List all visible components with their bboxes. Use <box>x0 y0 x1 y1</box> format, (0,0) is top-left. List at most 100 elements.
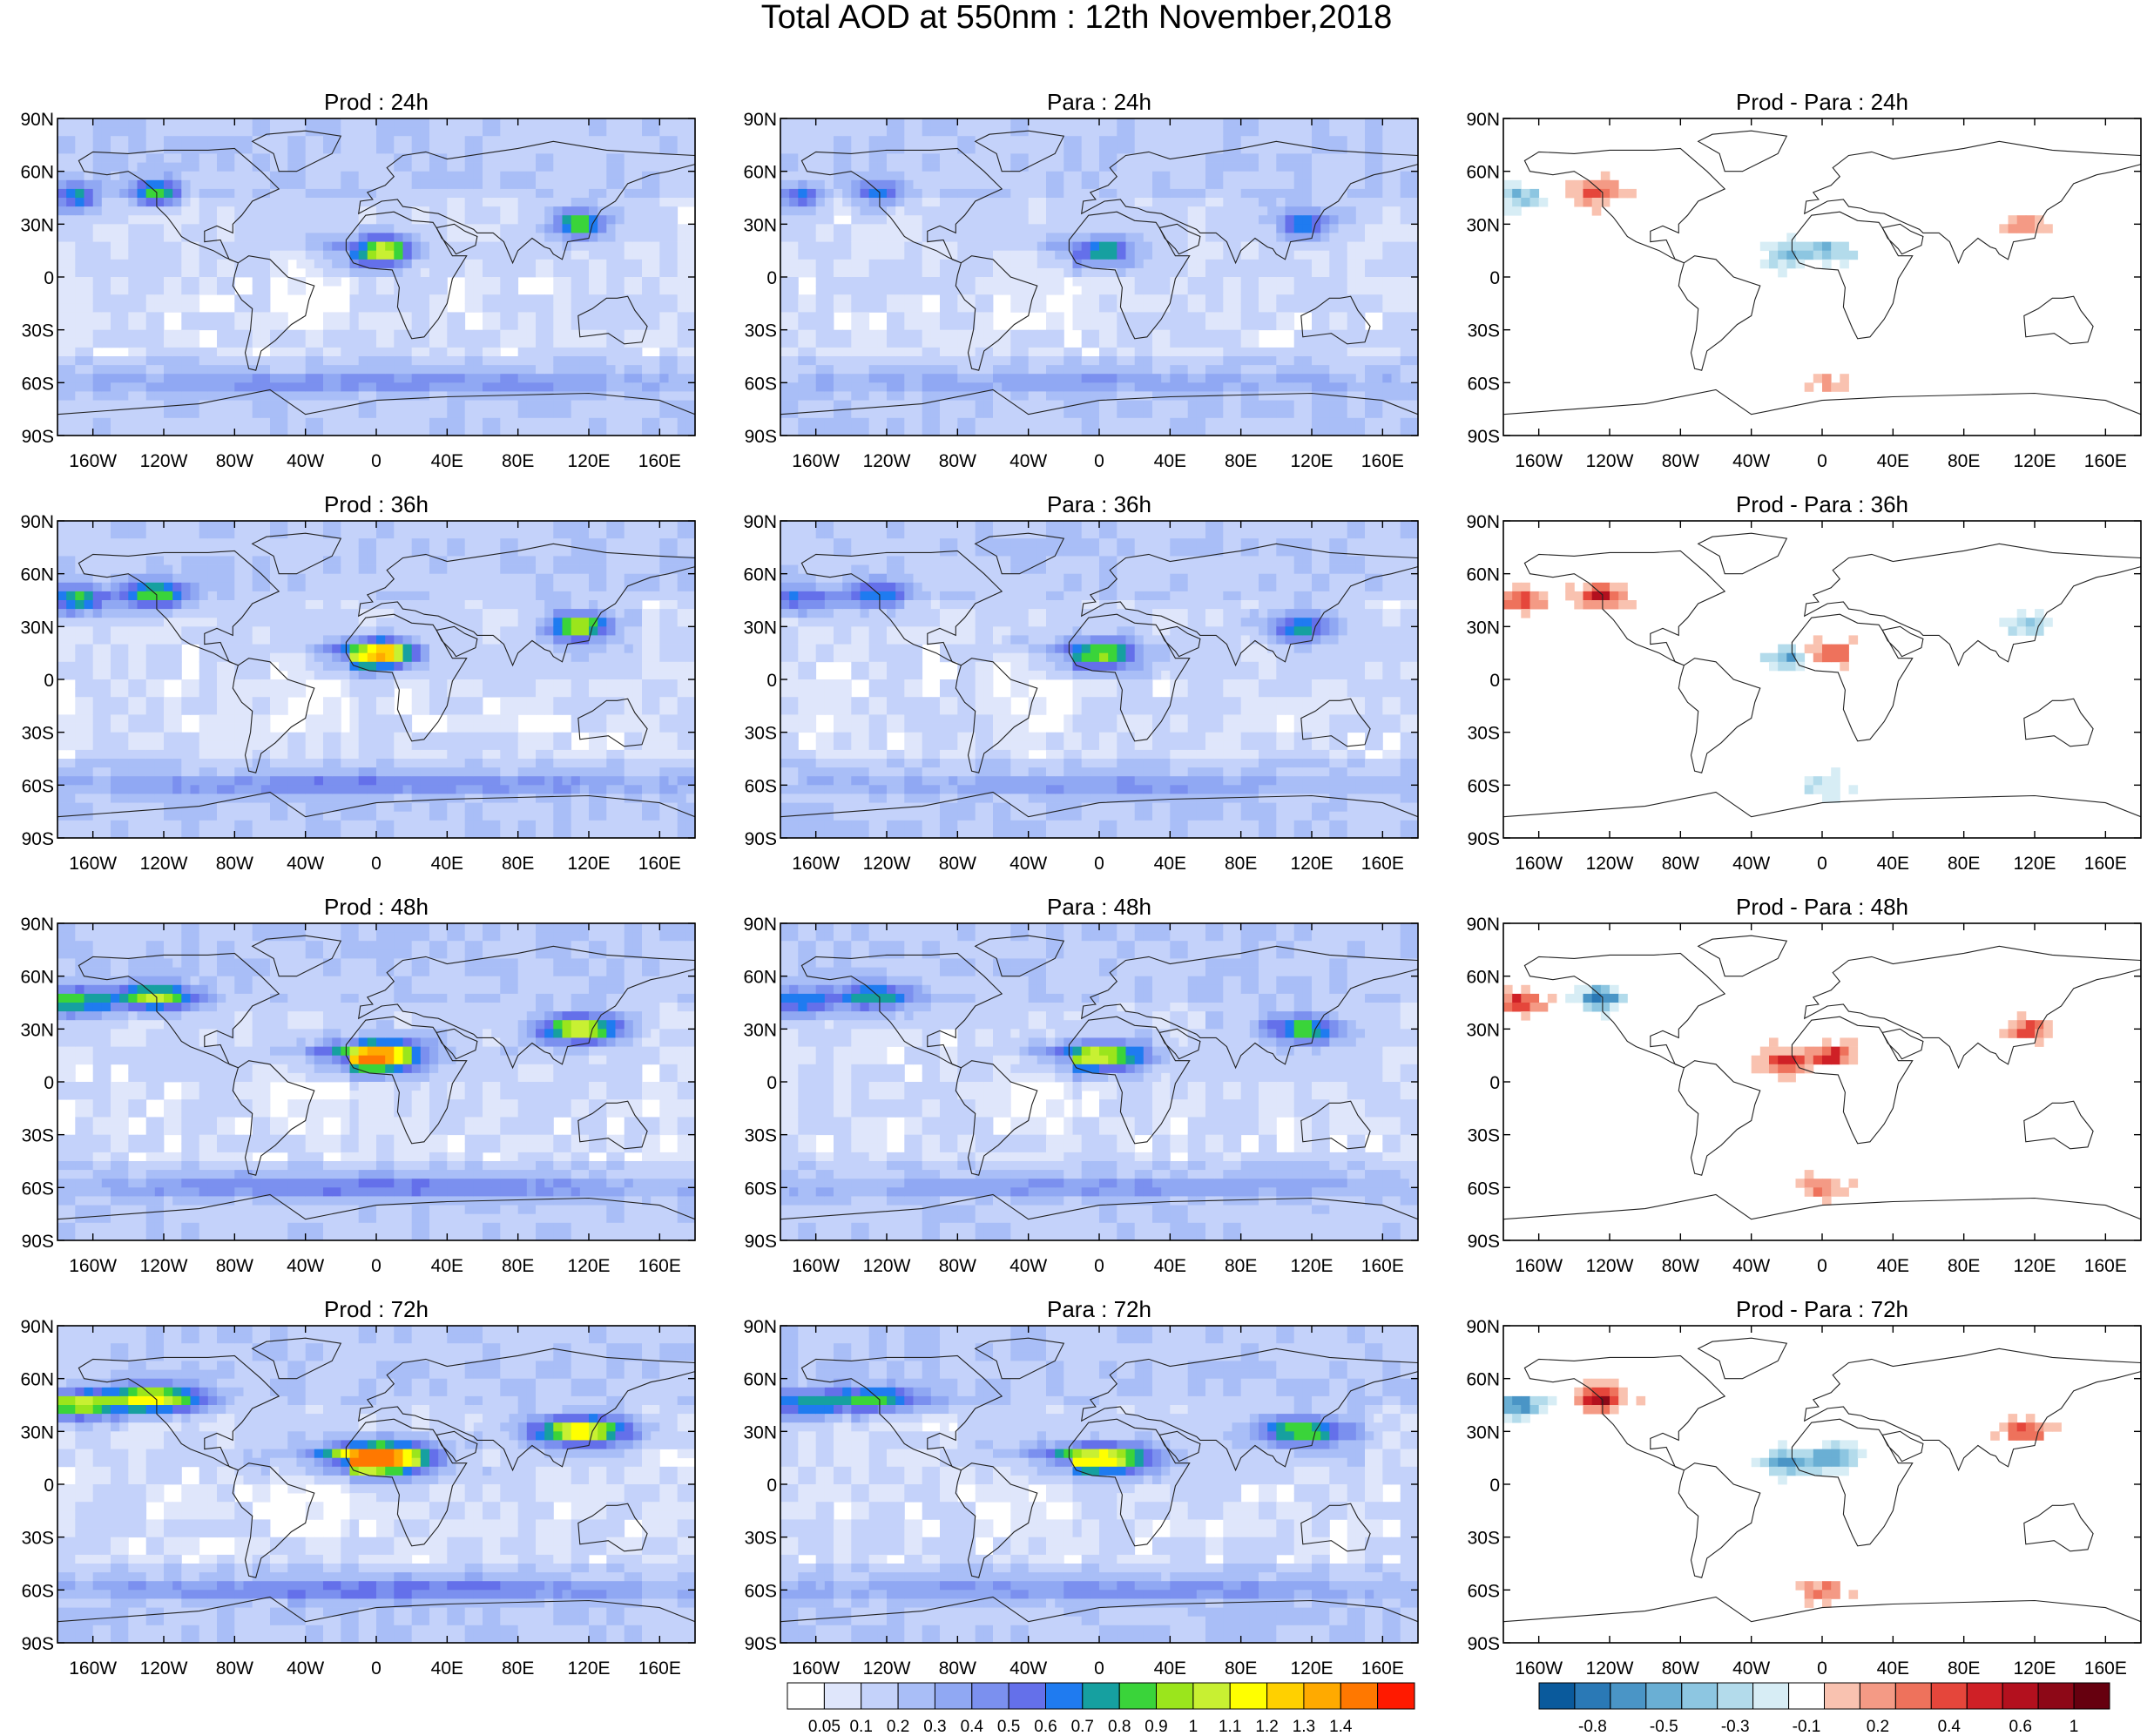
field-cell <box>260 338 271 348</box>
field-cell <box>438 329 448 340</box>
field-cell <box>473 127 483 137</box>
field-cell <box>1099 294 1109 304</box>
field-cell <box>922 391 932 401</box>
field-cell <box>411 233 422 242</box>
field-cell <box>1108 233 1118 242</box>
field-cell <box>983 277 994 287</box>
field-cell <box>632 391 643 401</box>
field-cell <box>1302 365 1313 375</box>
field-cell <box>128 303 138 313</box>
field-cell <box>1002 171 1011 181</box>
field-cell <box>668 312 679 321</box>
field-cell <box>1205 356 1215 366</box>
field-cell <box>1002 215 1011 225</box>
field-cell <box>190 188 200 199</box>
field-cell <box>323 162 333 172</box>
field-cell <box>860 329 870 340</box>
field-cell <box>447 259 456 269</box>
field-cell <box>199 409 209 419</box>
field-cell <box>1036 356 1047 366</box>
field-cell <box>332 127 341 137</box>
field-cell <box>913 400 923 410</box>
field-cell <box>75 321 84 331</box>
field-cell <box>358 250 368 260</box>
field-cell <box>975 206 985 216</box>
field-cell <box>1134 206 1145 216</box>
field-cell <box>66 145 76 154</box>
field-cell <box>940 382 949 392</box>
field-cell <box>1312 365 1321 375</box>
field-cell <box>685 426 695 436</box>
field-cell <box>685 400 695 410</box>
field-cell <box>957 206 967 216</box>
field-cell <box>1214 277 1224 287</box>
field-cell <box>341 365 350 375</box>
field-cell <box>1063 127 1073 137</box>
field-cell <box>1152 312 1162 321</box>
antarctica-coast-coastline <box>57 388 695 436</box>
field-cell <box>1355 365 1366 375</box>
field-cell <box>154 136 165 145</box>
field-cell <box>137 179 147 190</box>
field-cell <box>1214 347 1224 357</box>
field-cell <box>385 400 395 410</box>
field-cell <box>145 338 156 348</box>
field-cell <box>922 259 932 269</box>
field-cell <box>1019 426 1030 436</box>
field-cell <box>1196 250 1206 260</box>
field-cell <box>119 286 129 295</box>
field-cell <box>57 118 67 128</box>
field-cell <box>137 329 147 340</box>
field-cell <box>190 391 200 401</box>
field-cell <box>642 338 652 348</box>
field-cell <box>1125 233 1136 242</box>
field-cell <box>922 321 932 331</box>
field-cell <box>1046 259 1056 269</box>
field-cell <box>1125 400 1136 410</box>
field-cell <box>296 224 307 233</box>
field-cell <box>544 409 554 419</box>
field-cell <box>385 267 395 278</box>
field-cell <box>164 417 173 428</box>
field-cell <box>922 409 932 419</box>
field-cell <box>287 409 297 419</box>
field-cell <box>438 382 448 392</box>
field-cell <box>376 171 386 181</box>
field-cell <box>544 312 554 321</box>
field-cell <box>1187 321 1198 331</box>
field-cell <box>940 136 949 145</box>
field-cell <box>137 188 147 199</box>
field-cell <box>798 259 807 269</box>
field-cell <box>1338 329 1348 340</box>
field-cell <box>84 233 94 242</box>
field-cell <box>1205 162 1215 172</box>
field-cell <box>544 179 554 190</box>
field-cell <box>1312 153 1321 163</box>
field-cell <box>877 250 888 260</box>
field-cell <box>1196 417 1206 428</box>
field-cell <box>1374 329 1383 340</box>
field-cell <box>842 294 852 304</box>
field-cell <box>1161 391 1171 401</box>
field-cell <box>234 127 244 137</box>
field-cell <box>668 118 679 128</box>
field-cell <box>438 347 448 357</box>
field-cell <box>1374 374 1383 383</box>
field-cell <box>1355 179 1366 190</box>
field-cell <box>1046 233 1056 242</box>
field-cell <box>1374 267 1383 278</box>
field-cell <box>1276 136 1286 145</box>
field-cell <box>1276 215 1286 225</box>
field-cell <box>483 179 492 190</box>
field-cell <box>677 153 687 163</box>
field-cell <box>376 259 386 269</box>
field-cell <box>323 409 333 419</box>
field-cell <box>464 206 475 216</box>
field-cell <box>385 153 395 163</box>
field-cell <box>860 206 870 216</box>
field-cell <box>341 321 350 331</box>
field-cell <box>1046 179 1056 190</box>
field-cell <box>500 267 510 278</box>
field-cell <box>824 400 834 410</box>
field-cell <box>975 417 985 428</box>
